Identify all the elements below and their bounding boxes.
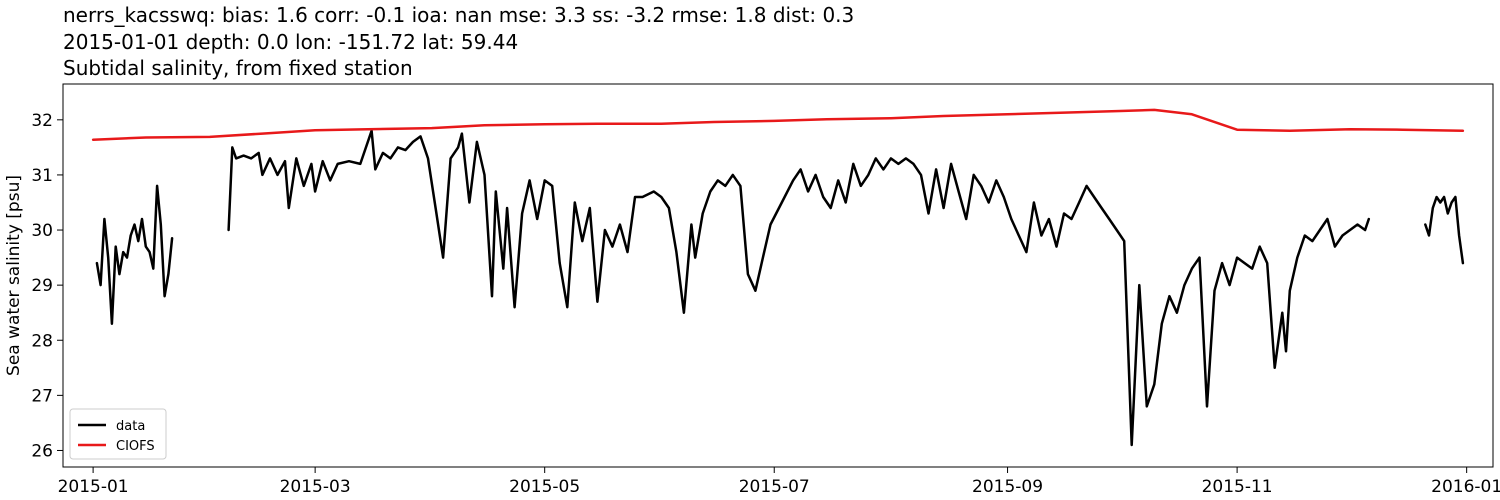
series-ciofs-line-0 <box>91 108 1465 141</box>
series-data-line-1 <box>227 129 1371 447</box>
x-tick-label: 2015-07 <box>739 477 810 497</box>
legend: data CIOFS <box>69 408 167 460</box>
y-tick-label: 30 <box>31 221 53 241</box>
series-data-line-2 <box>1424 195 1465 265</box>
y-tick-label: 29 <box>31 276 53 296</box>
x-tick-label: 2015-05 <box>509 477 580 497</box>
y-tick-label: 31 <box>31 166 53 186</box>
plot-frame <box>62 83 1494 468</box>
series-layer <box>91 108 1465 447</box>
x-tick-label: 2015-09 <box>972 477 1043 497</box>
x-tick-label: 2015-03 <box>280 477 351 497</box>
chart-title-line-3: Subtidal salinity, from fixed station <box>63 56 413 80</box>
x-axis: 2015-01 2015-03 2015-05 2015-07 2015-09 2015-… <box>58 467 1500 497</box>
legend-box <box>69 408 167 460</box>
x-tick-label: 2015-01 <box>58 477 129 497</box>
legend-label-data: data <box>116 419 145 434</box>
y-tick-label: 28 <box>31 331 53 351</box>
legend-label-ciofs: CIOFS <box>116 439 155 454</box>
y-tick-label: 27 <box>31 386 53 406</box>
chart-title-block: nerrs_kacsswq: bias: 1.6 corr: -0.1 ioa:… <box>63 3 854 80</box>
y-axis: 26 27 28 29 30 31 32 <box>31 111 63 461</box>
series-data-line-0 <box>95 184 174 325</box>
x-tick-label: 2015-11 <box>1202 477 1273 497</box>
y-axis-label: Sea water salinity [psu] <box>4 175 24 376</box>
x-tick-label: 2016-01 <box>1431 477 1500 497</box>
y-tick-label: 26 <box>31 441 53 461</box>
chart-title-line-1: nerrs_kacsswq: bias: 1.6 corr: -0.1 ioa:… <box>63 3 854 27</box>
y-tick-label: 32 <box>31 111 53 131</box>
chart-title-line-2: 2015-01-01 depth: 0.0 lon: -151.72 lat: … <box>63 30 518 54</box>
